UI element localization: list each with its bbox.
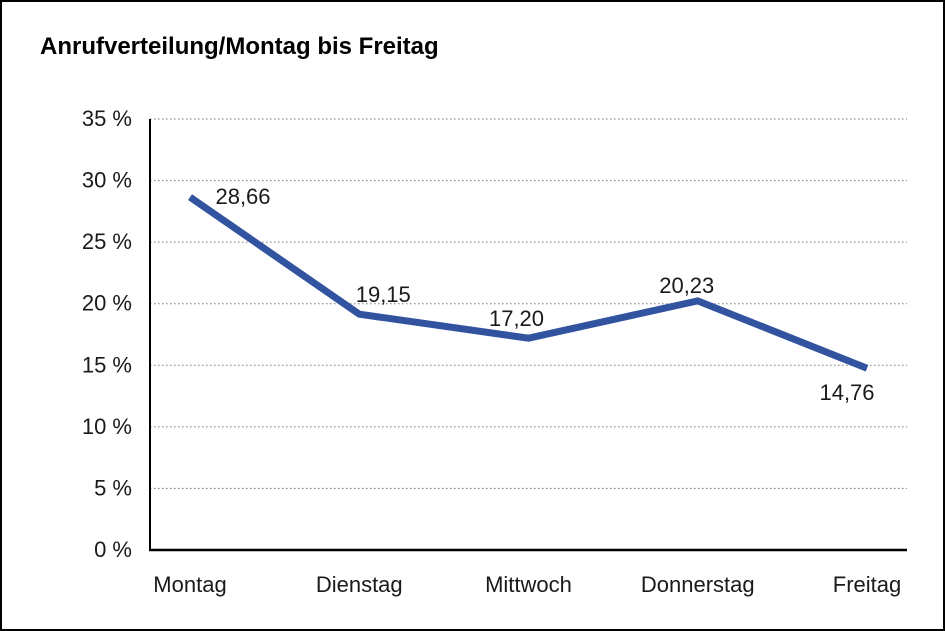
data-label: 19,15 bbox=[356, 282, 411, 307]
y-tick-label: 5 % bbox=[94, 475, 132, 500]
x-tick-label: Donnerstag bbox=[641, 572, 755, 597]
data-label: 17,20 bbox=[489, 306, 544, 331]
x-tick-label: Montag bbox=[153, 572, 226, 597]
x-tick-label: Mittwoch bbox=[485, 572, 572, 597]
y-tick-label: 20 % bbox=[82, 291, 132, 316]
y-tick-label: 35 % bbox=[82, 106, 132, 131]
y-tick-label: 10 % bbox=[82, 414, 132, 439]
x-tick-label: Dienstag bbox=[316, 572, 403, 597]
y-tick-label: 0 % bbox=[94, 537, 132, 562]
y-tick-label: 25 % bbox=[82, 229, 132, 254]
x-tick-label: Freitag bbox=[833, 572, 901, 597]
data-label: 28,66 bbox=[215, 184, 270, 209]
y-tick-label: 30 % bbox=[82, 168, 132, 193]
series-line bbox=[188, 194, 869, 372]
y-tick-label: 15 % bbox=[82, 352, 132, 377]
data-label: 14,76 bbox=[819, 380, 874, 405]
data-label: 20,23 bbox=[659, 273, 714, 298]
chart-title: Anrufverteilung/Montag bis Freitag bbox=[40, 33, 439, 60]
